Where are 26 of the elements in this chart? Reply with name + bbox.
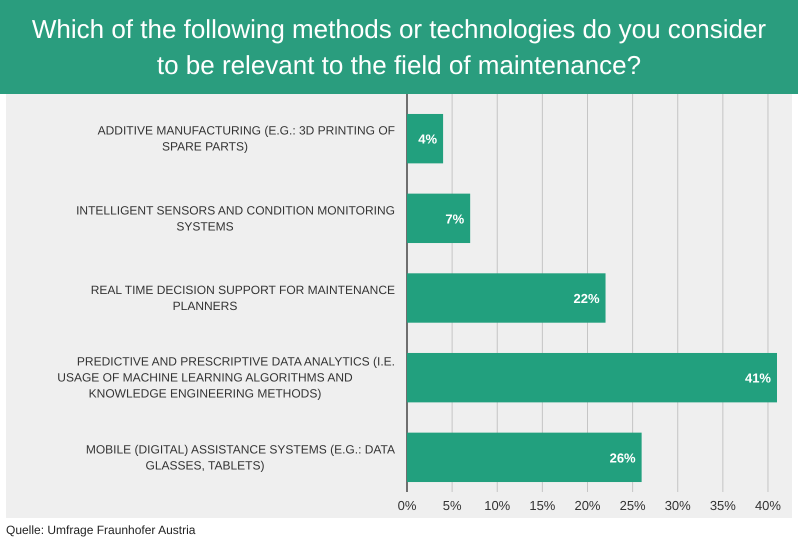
bar: [407, 352, 777, 402]
x-tick-label: 15%: [529, 498, 556, 513]
x-tick-label: 30%: [664, 498, 692, 513]
bar: [407, 114, 444, 164]
x-tick-label: 20%: [574, 498, 601, 513]
y-tick-label: ADDITIVE MANUFACTURING (E.G.: 3D PRINTING OF SPARE PARTS): [98, 124, 395, 154]
data-label: 22%: [574, 291, 600, 306]
y-tick-label: MOBILE (DIGITAL) ASSISTANCE SYSTEMS (E.G.: DATA GLASSES, TABLETS): [86, 442, 395, 472]
x-tick-label: 35%: [710, 498, 736, 513]
x-tick-label: 10%: [484, 498, 511, 513]
bar: [407, 273, 606, 323]
chart-title: Which of the following methods or technologies do you consider to be relevant to the field of maintenance?: [32, 14, 766, 80]
bar: [407, 194, 470, 244]
source-note: Quelle: Umfrage Fraunhofer Austria: [6, 523, 196, 537]
x-tick-label: 25%: [620, 498, 646, 513]
data-label: 26%: [610, 450, 636, 466]
x-tick-label: 0%: [398, 498, 417, 513]
data-label: 4%: [418, 132, 438, 147]
y-tick-label: REAL TIME DECISION SUPPORT FOR MAINTENANCE PLANNERS: [90, 283, 395, 313]
x-tick-label: 40%: [754, 498, 782, 513]
data-label: 41%: [744, 370, 772, 386]
x-tick-label: 5%: [442, 498, 462, 513]
y-tick-label: PREDICTIVE AND PRESCRIPTIVE DATA ANALYTICS (I.E. USAGE OF MACHINE LEARNING ALGORITHMS AND KNOWLEDGE ENGINEERING METHODS): [57, 354, 395, 401]
y-tick-label: INTELLIGENT SENSORS AND CONDITION MONITORING SYSTEMS: [76, 203, 395, 234]
bar: [407, 432, 642, 482]
data-label: 7%: [445, 211, 465, 226]
